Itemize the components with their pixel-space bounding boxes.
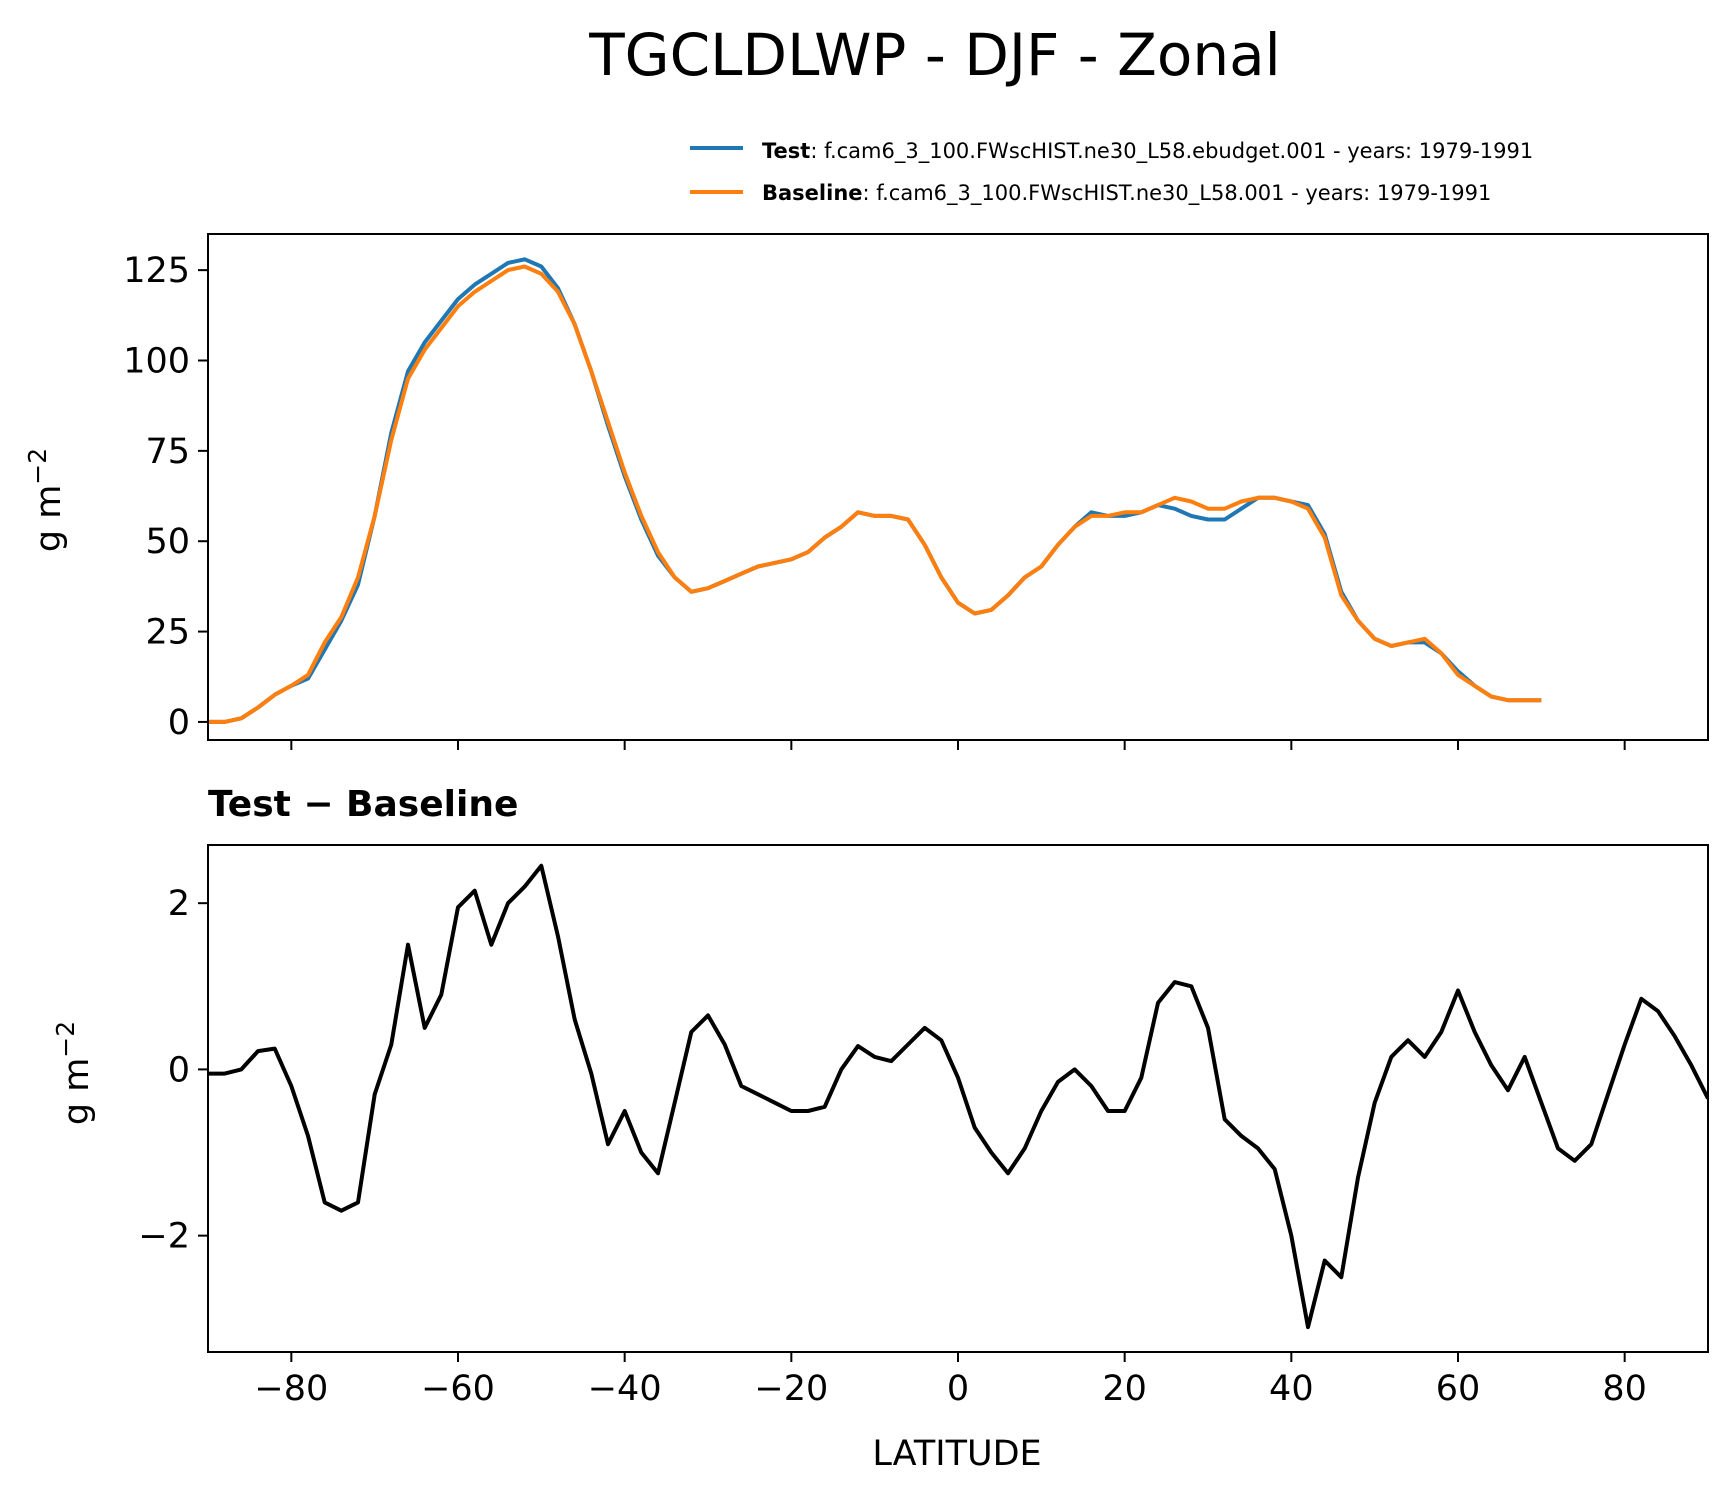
- legend-name-test: Test: [762, 139, 810, 163]
- legend-label-baseline: Baseline: f.cam6_3_100.FWscHIST.ne30_L58…: [762, 181, 1491, 206]
- legend-desc-test: : f.cam6_3_100.FWscHIST.ne30_L58.ebudget…: [810, 139, 1533, 164]
- top-ytick-label: 0: [168, 703, 190, 743]
- bottom-axes-frame: [207, 844, 1709, 1353]
- top-ytick-label: 50: [145, 522, 190, 562]
- bottom-xtick-label: −20: [754, 1369, 828, 1409]
- bottom-xtick-label: 80: [1602, 1369, 1647, 1409]
- bottom-xtick-label: 40: [1269, 1369, 1314, 1409]
- bottom-series-group: [208, 863, 1708, 1330]
- bottom-ytick-label: 0: [168, 1050, 190, 1090]
- bottom-xtick-label: 0: [947, 1369, 969, 1409]
- bottom-xtick-label: −60: [421, 1369, 495, 1409]
- top-ytick-label: 75: [145, 432, 190, 472]
- top-ylabel-exp: −2: [23, 448, 52, 485]
- top-ytick-label: 25: [145, 613, 190, 653]
- top-ylabel: g m−2: [23, 448, 69, 552]
- bottom-xtick-label: −40: [588, 1369, 662, 1409]
- bottom-xtick-label: 20: [1102, 1369, 1147, 1409]
- top-ylabel-unit: g m: [29, 485, 69, 552]
- top-series-line-test: [208, 257, 1542, 724]
- legend: Test: f.cam6_3_100.FWscHIST.ne30_L58.ebu…: [690, 139, 1533, 206]
- top-series-line-baseline: [208, 264, 1542, 724]
- x-axis-label: LATITUDE: [872, 1434, 1041, 1474]
- bottom-ytick-label: −2: [138, 1217, 190, 1257]
- difference-panel: 20−2−80 −60 −40 −20 0 20 40 60 80: [138, 844, 1709, 1409]
- top-series-group: [208, 257, 1542, 724]
- legend-desc-baseline: : f.cam6_3_100.FWscHIST.ne30_L58.001 - y…: [863, 181, 1492, 206]
- bottom-ylabel-unit: g m: [57, 1058, 97, 1125]
- zonal-mean-panel: 0 25 50 75 100 125: [123, 233, 1709, 750]
- legend-label-test: Test: f.cam6_3_100.FWscHIST.ne30_L58.ebu…: [762, 139, 1533, 164]
- difference-panel-title: Test − Baseline: [208, 784, 518, 825]
- bottom-series-line-test-baseline: [208, 863, 1708, 1330]
- figure-title: TGCLDLWP - DJF - Zonal: [588, 21, 1281, 89]
- top-ytick-label: 100: [123, 342, 190, 382]
- top-axes-frame: [207, 233, 1709, 741]
- top-ytick-label: 125: [123, 251, 190, 291]
- bottom-ytick-label: 2: [168, 884, 190, 924]
- bottom-xtick-label: −80: [254, 1369, 328, 1409]
- legend-name-baseline: Baseline: [762, 181, 863, 205]
- bottom-xtick-label: 60: [1436, 1369, 1481, 1409]
- bottom-ylabel: g m−2: [51, 1021, 97, 1125]
- bottom-ylabel-exp: −2: [51, 1021, 80, 1058]
